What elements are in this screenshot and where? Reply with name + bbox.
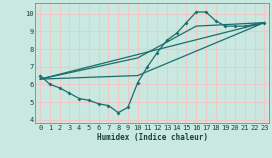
X-axis label: Humidex (Indice chaleur): Humidex (Indice chaleur) bbox=[97, 133, 208, 142]
